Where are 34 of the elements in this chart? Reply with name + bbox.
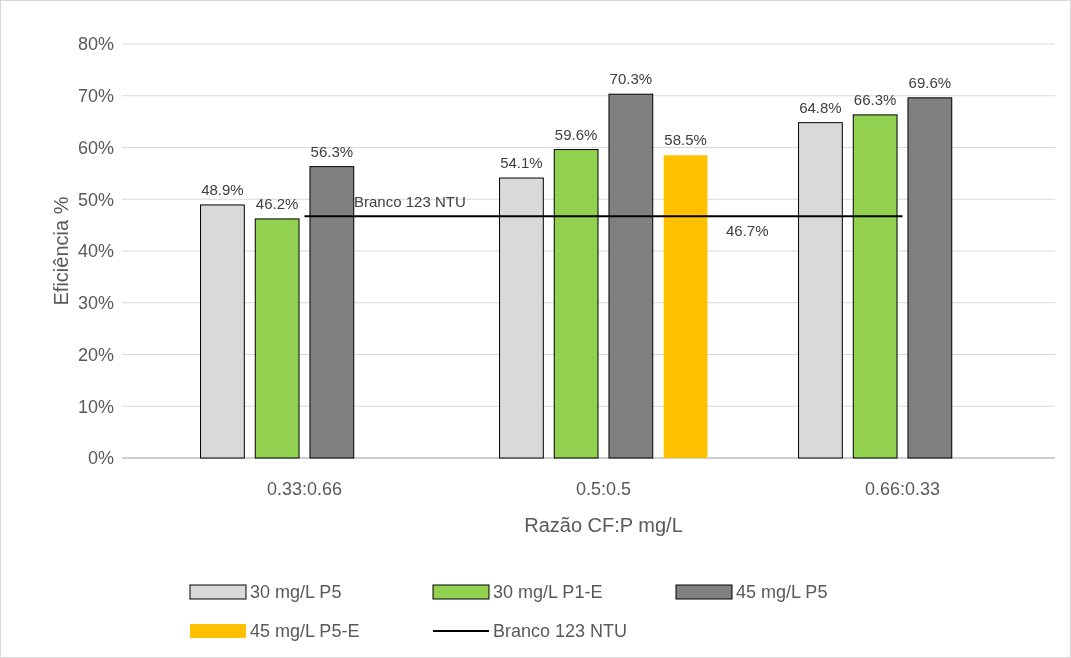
data-label: 58.5% xyxy=(664,131,707,149)
y-tick-label: 30% xyxy=(77,293,114,314)
legend-label: Branco 123 NTU xyxy=(493,621,628,642)
y-tick-label: 80% xyxy=(77,34,114,55)
annotation: Branco 123 NTU xyxy=(354,193,466,210)
data-label: 59.6% xyxy=(554,125,598,143)
data-label: 48.9% xyxy=(201,180,244,198)
x-tick-label: 0.33:0.66 xyxy=(266,479,343,499)
legend-label: 45 mg/L P5 xyxy=(736,582,828,603)
legend-label: 30 mg/L P5 xyxy=(250,582,342,603)
data-label: 69.6% xyxy=(908,73,952,91)
x-tick-label: 0.66:0.33 xyxy=(864,479,941,499)
data-label: 46.2% xyxy=(255,194,299,212)
data-label: 64.8% xyxy=(799,98,842,116)
annotation: 46.7% xyxy=(726,222,769,239)
data-label: 56.3% xyxy=(310,142,354,160)
bar xyxy=(663,155,708,458)
y-tick-label: 10% xyxy=(77,396,114,417)
x-tick-label: 0.5:0.5 xyxy=(575,479,632,499)
y-tick-label: 20% xyxy=(77,344,114,365)
x-axis-title: Razão CF:P mg/L xyxy=(524,514,683,536)
y-tick-label: 60% xyxy=(77,137,114,158)
y-axis-title: Eficiência % xyxy=(50,196,72,306)
y-tick-label: 40% xyxy=(77,241,114,262)
data-label: 54.1% xyxy=(500,154,543,172)
bar xyxy=(254,218,300,459)
bar xyxy=(907,97,953,459)
y-tick-label: 70% xyxy=(77,86,114,107)
data-label: 66.3% xyxy=(853,90,897,108)
legend-label: 45 mg/L P5-E xyxy=(250,621,360,642)
y-tick-label: 0% xyxy=(87,448,114,469)
data-label: 70.3% xyxy=(609,70,653,88)
legend-label: 30 mg/L P1-E xyxy=(493,582,603,603)
y-tick-label: 50% xyxy=(77,189,114,210)
